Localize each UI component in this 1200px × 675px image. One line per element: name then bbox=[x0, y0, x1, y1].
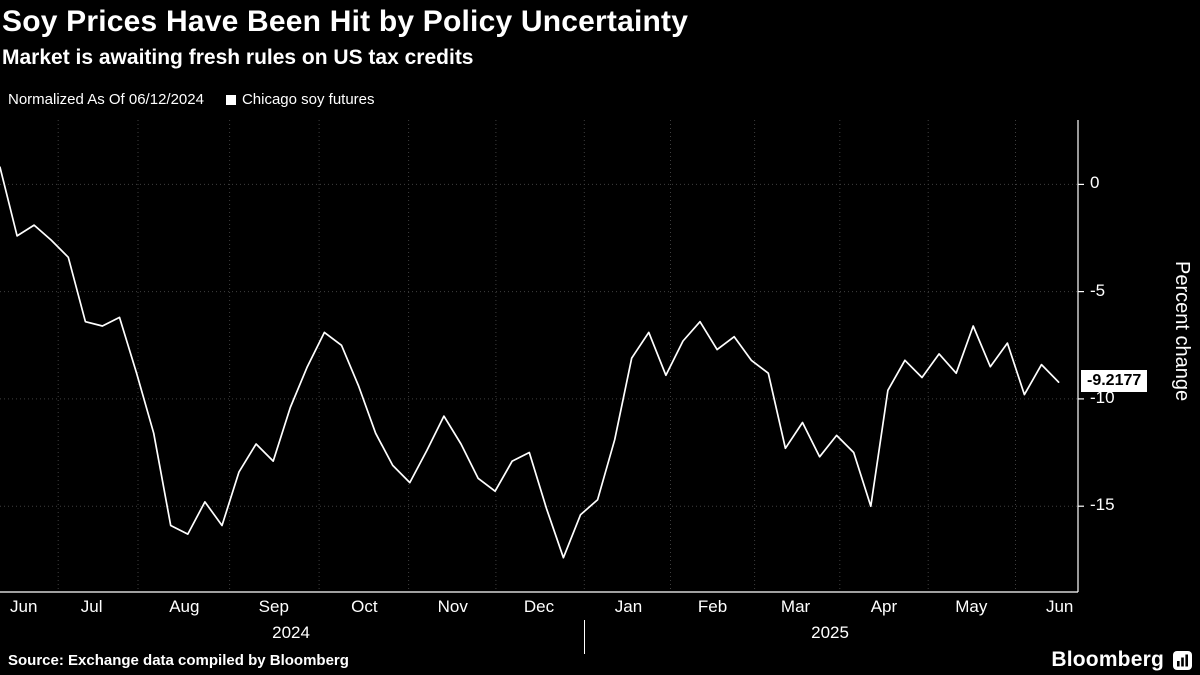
legend: Normalized As Of 06/12/2024 Chicago soy … bbox=[8, 91, 375, 108]
year-label: 2024 bbox=[272, 623, 310, 642]
x-tick-label: Oct bbox=[351, 597, 378, 616]
x-axis: Jun Jul Aug Sep Oct Nov Dec Jan Feb Mar Apr May Jun 2… bbox=[0, 597, 1200, 653]
chart-area bbox=[0, 120, 1090, 593]
y-tick-label: -10 bbox=[1090, 387, 1115, 407]
x-tick-label: Jun bbox=[1045, 597, 1074, 616]
normalized-as-of-label: Normalized As Of 06/12/2024 bbox=[8, 91, 204, 108]
bloomberg-wordmark: Bloomberg bbox=[1051, 648, 1164, 671]
year-divider bbox=[584, 620, 586, 654]
x-tick-label: Sep bbox=[258, 597, 289, 616]
y-axis: 0 -5 -10 -15 bbox=[1090, 0, 1160, 675]
legend-series-label: Chicago soy futures bbox=[241, 91, 375, 108]
legend-swatch-icon bbox=[225, 94, 236, 105]
x-tick-label: Nov bbox=[437, 597, 468, 616]
x-tick-label: Jan bbox=[614, 597, 643, 616]
legend-item-chicago-soy-futures: Chicago soy futures bbox=[225, 91, 375, 108]
y-tick-label: 0 bbox=[1090, 173, 1100, 193]
line-chart bbox=[0, 120, 1084, 593]
year-label: 2025 bbox=[811, 623, 849, 642]
x-tick-label: May bbox=[955, 597, 988, 616]
source-label: Source: Exchange data compiled by Bloomb… bbox=[8, 651, 349, 669]
x-tick-label: Mar bbox=[780, 597, 811, 616]
chart-subtitle: Market is awaiting fresh rules on US tax… bbox=[2, 46, 474, 69]
x-tick-label: Jun bbox=[9, 597, 38, 616]
bloomberg-logo-icon bbox=[1173, 650, 1192, 670]
x-tick-label: Feb bbox=[697, 597, 728, 616]
y-tick-label: -5 bbox=[1090, 280, 1106, 300]
x-tick-label: Dec bbox=[523, 597, 555, 616]
footer: Source: Exchange data compiled by Bloomb… bbox=[0, 647, 1200, 673]
x-tick-label: Jul bbox=[80, 597, 103, 616]
last-value-badge: -9.2177 bbox=[1081, 370, 1148, 393]
x-tick-label: Aug bbox=[169, 597, 200, 616]
bloomberg-logo: Bloomberg bbox=[1051, 648, 1192, 672]
y-axis-title: Percent change bbox=[1171, 261, 1193, 402]
chart-title: Soy Prices Have Been Hit by Policy Uncer… bbox=[2, 5, 689, 38]
x-tick-label: Apr bbox=[870, 597, 898, 616]
y-tick-label: -15 bbox=[1090, 495, 1115, 515]
